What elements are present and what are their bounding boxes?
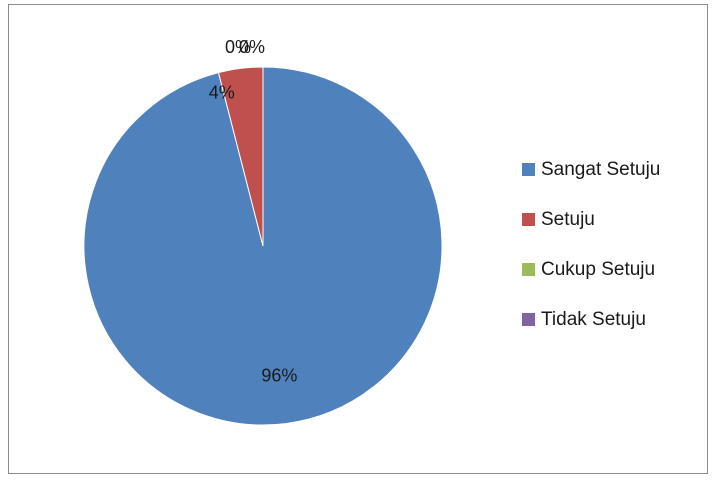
data-label-tidak-setuju: 0%	[239, 37, 265, 57]
legend: Sangat Setuju Setuju Cukup Setuju Tidak …	[522, 157, 707, 357]
legend-swatch-sangat-setuju	[522, 163, 535, 176]
data-label-setuju: 4%	[209, 82, 235, 102]
pie-slice-sangat-setuju	[83, 66, 443, 426]
legend-item-cukup-setuju: Cukup Setuju	[522, 257, 707, 282]
legend-item-setuju: Setuju	[522, 207, 707, 232]
legend-swatch-setuju	[522, 213, 535, 226]
legend-swatch-tidak-setuju	[522, 313, 535, 326]
legend-label-sangat-setuju: Sangat Setuju	[541, 158, 661, 180]
legend-item-sangat-setuju: Sangat Setuju	[522, 157, 707, 182]
legend-label-setuju: Setuju	[541, 208, 595, 230]
legend-item-tidak-setuju: Tidak Setuju	[522, 307, 707, 332]
legend-label-tidak-setuju: Tidak Setuju	[541, 308, 646, 330]
data-label-cukup-setuju: 0%	[225, 37, 251, 57]
data-label-sangat-setuju: 96%	[261, 366, 297, 386]
pie-slice-setuju	[217, 66, 264, 247]
pie-slices	[83, 66, 443, 426]
legend-label-cukup-setuju: Cukup Setuju	[541, 258, 656, 280]
legend-swatch-cukup-setuju	[522, 263, 535, 276]
pie-data-labels: 96% 4% 0%0%	[209, 37, 298, 386]
